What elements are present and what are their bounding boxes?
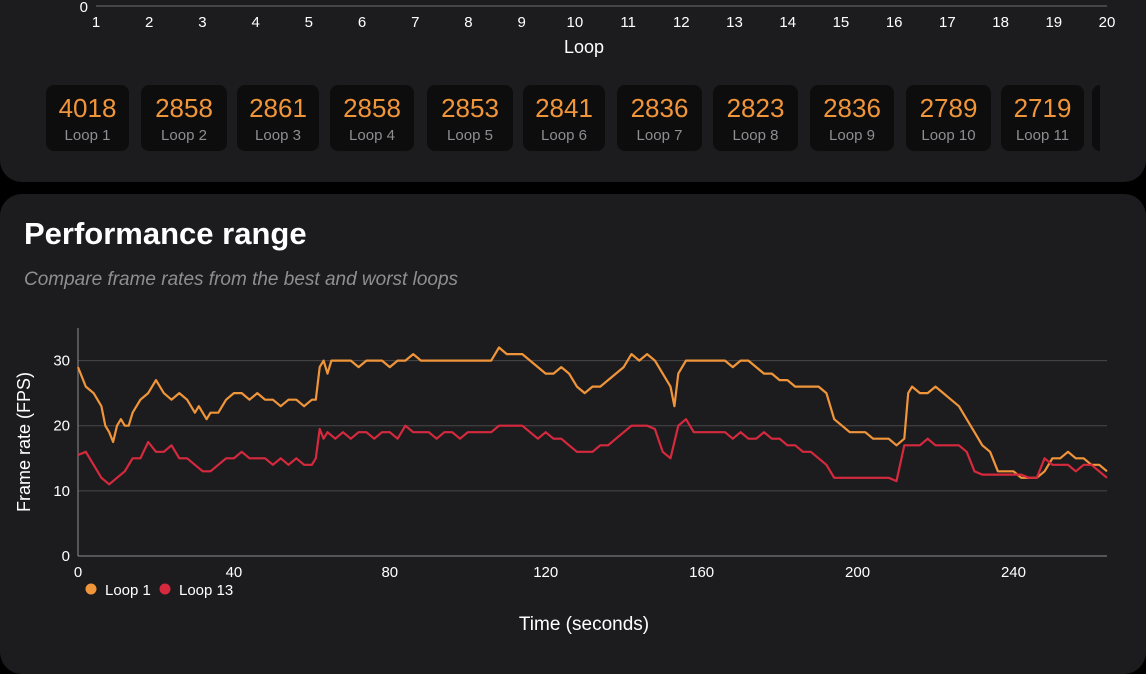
loop-tile-label: Loop 7 (636, 127, 683, 144)
loop-tile-value: 2861 (249, 93, 307, 123)
top-x-tick-label: 18 (992, 14, 1009, 31)
legend-label: Loop 1 (105, 582, 151, 599)
top-x-tick-label: 12 (673, 14, 690, 31)
loop-tile-label: Loop 9 (829, 127, 875, 144)
loop-tile[interactable]: 2836 Loop 9 (810, 85, 894, 151)
performance-line-chart: 0 10 20 30 0 40 80 120 160 200 240 Loop 1 Loop 13 Fra… (14, 328, 1108, 635)
top-x-tick-label: 8 (464, 14, 472, 31)
top-x-tick-label: 10 (567, 14, 584, 31)
loop-tile[interactable]: 2823 Loop 8 (713, 85, 798, 151)
loop-tile-value: 2858 (343, 93, 401, 123)
top-y-tick-zero: 0 (80, 0, 88, 16)
x-tick-label: 0 (74, 564, 82, 581)
top-x-tick-label: 3 (198, 14, 206, 31)
loop-tile[interactable]: 2841 Loop 6 (523, 85, 605, 151)
top-x-tick-label: 4 (251, 14, 259, 31)
x-tick-label: 40 (226, 564, 243, 581)
loop-tile[interactable]: 2836 Loop 7 (617, 85, 702, 151)
loop-tile-value: 2719 (1013, 93, 1072, 123)
loop-tiles-row[interactable]: 4018 Loop 1 2858 Loop 2 2861 Loop 3 2858 Loop 4… (46, 85, 1100, 153)
loop-tile[interactable]: 2861 Loop 3 (237, 85, 319, 151)
loop-tile-label: Loop 2 (161, 127, 207, 144)
loop-tile[interactable]: 2719 Loop 11 (1001, 85, 1084, 151)
legend-label: Loop 13 (179, 582, 233, 599)
top-x-tick-label: 9 (518, 14, 526, 31)
loop-tile-value: 4018 (58, 93, 117, 123)
loop-tile-value: 2789 (919, 93, 978, 123)
loop-tile-label: Loop 1 (64, 127, 111, 144)
top-x-ticks: 1 2 3 4 5 6 7 8 9 10 11 12 13 14 15 16 17 18 19 20 (92, 14, 1116, 31)
top-x-tick-label: 11 (620, 14, 636, 31)
top-x-tick-label: 13 (726, 14, 743, 31)
top-x-tick-label: 1 (92, 14, 100, 31)
loop-scores-chart-axis: 0 1 2 3 4 5 6 7 8 9 10 11 12 13 14 15 16 17 18 19 20 Loop (80, 0, 1116, 57)
loop-tile-value: 2823 (726, 93, 785, 123)
top-x-axis-label: Loop (564, 37, 604, 57)
top-x-tick-label: 20 (1099, 14, 1116, 31)
loop-tile-partial[interactable] (1092, 85, 1100, 151)
top-x-tick-label: 16 (886, 14, 903, 31)
loop-tile-label: Loop 10 (921, 127, 976, 144)
x-tick-label: 120 (533, 564, 558, 581)
loop-tile-value: 2858 (155, 93, 213, 123)
top-x-tick-label: 6 (358, 14, 366, 31)
loop-tile-label: Loop 3 (255, 127, 301, 144)
loop-scores-card: 0 1 2 3 4 5 6 7 8 9 10 11 12 13 14 15 16 17 18 19 20 Loop 4… (0, 0, 1146, 182)
top-x-tick-label: 2 (145, 14, 153, 31)
legend-swatch (159, 583, 171, 595)
performance-subtitle: Compare frame rates from the best and wo… (24, 269, 459, 290)
loop-tile[interactable]: 2853 Loop 5 (427, 85, 513, 151)
loop-tile-label: Loop 4 (349, 127, 395, 144)
loop-tile[interactable]: 2789 Loop 10 (906, 85, 991, 151)
x-tick-label: 160 (689, 564, 714, 581)
top-x-tick-label: 7 (411, 14, 419, 31)
top-x-tick-label: 17 (939, 14, 956, 31)
loop-tile-value: 2836 (630, 93, 689, 123)
y-tick-label: 20 (53, 418, 70, 435)
top-x-tick-label: 5 (305, 14, 313, 31)
legend-swatch (85, 583, 97, 595)
loop-tile-value: 2836 (823, 93, 881, 123)
loop-tile-label: Loop 11 (1015, 127, 1070, 144)
series-line-loop-13 (77, 418, 1108, 486)
y-tick-label: 0 (62, 548, 70, 565)
performance-range-card: Performance range Compare frame rates fr… (0, 194, 1146, 674)
y-tick-label: 30 (53, 353, 70, 370)
loop-tile-value: 2853 (441, 93, 499, 123)
top-x-tick-label: 15 (833, 14, 850, 31)
y-tick-label: 10 (53, 483, 70, 500)
x-axis-label: Time (seconds) (519, 614, 649, 635)
loop-tile-label: Loop 8 (732, 127, 779, 144)
top-x-tick-label: 19 (1045, 14, 1062, 31)
x-tick-label: 80 (381, 564, 398, 581)
loop-tile[interactable]: 2858 Loop 2 (141, 85, 227, 151)
loop-tile-label: Loop 5 (447, 127, 493, 144)
y-axis-label: Frame rate (FPS) (14, 372, 34, 512)
loop-tile[interactable]: 4018 Loop 1 (46, 85, 129, 151)
loop-tile-label: Loop 6 (541, 127, 587, 144)
series-line-loop-1 (76, 346, 1108, 479)
loop-tile-value: 2841 (535, 93, 593, 123)
top-x-tick-label: 14 (779, 14, 796, 31)
x-tick-label: 240 (1001, 564, 1026, 581)
performance-title: Performance range (24, 216, 307, 251)
loop-tile[interactable]: 2858 Loop 4 (330, 85, 414, 151)
x-tick-label: 200 (845, 564, 870, 581)
